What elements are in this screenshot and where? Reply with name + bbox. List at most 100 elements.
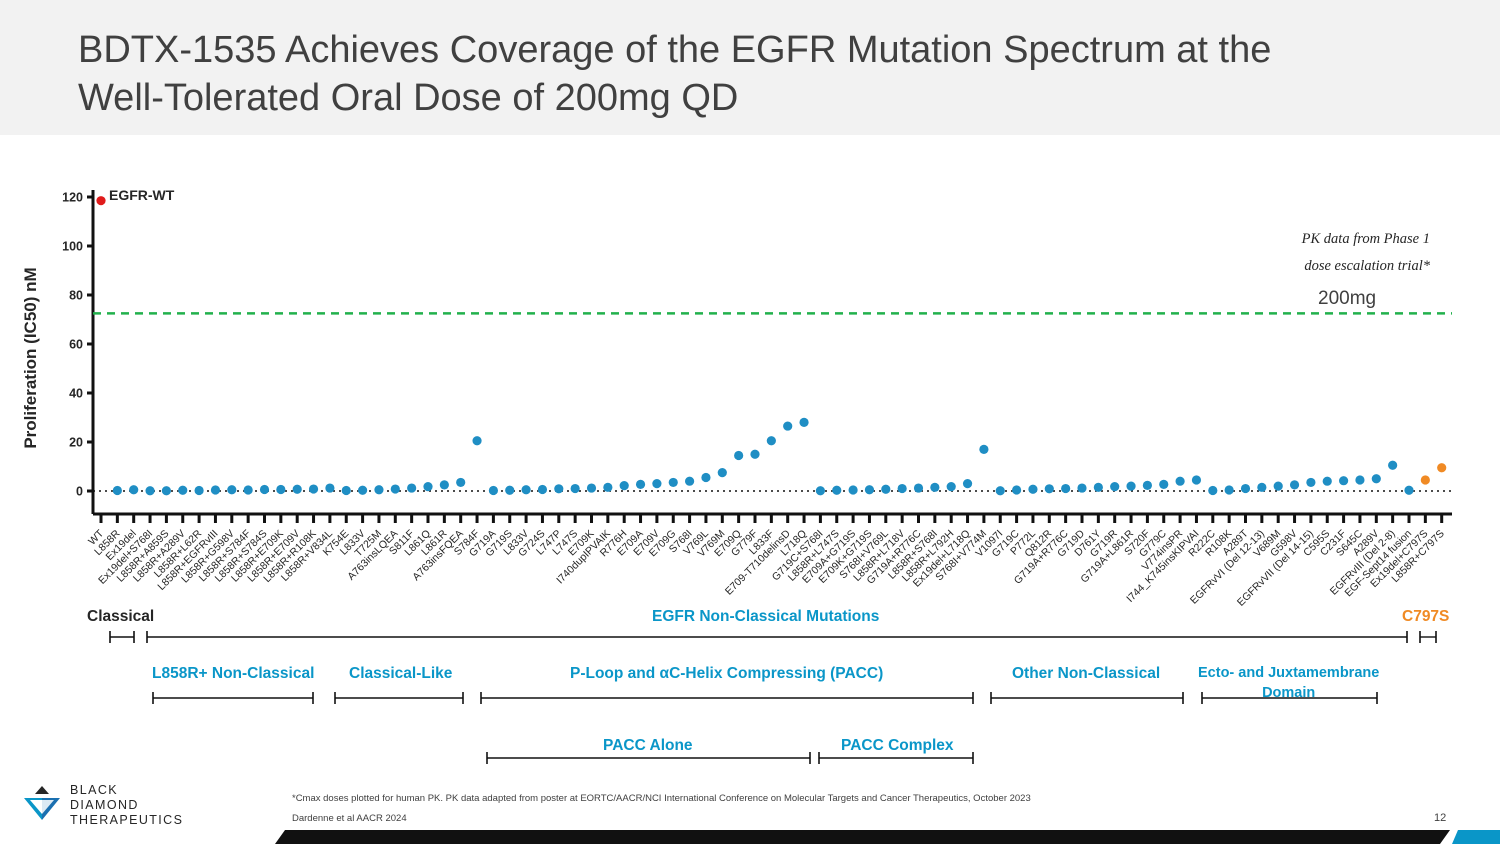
y-tick-label: 40 (69, 387, 83, 401)
y-tick-label: 60 (69, 338, 83, 352)
slide-title: BDTX-1535 Achieves Coverage of the EGFR … (78, 26, 1378, 122)
company-logo-text: BLACK DIAMOND THERAPEUTICS (70, 783, 183, 828)
data-point (178, 485, 188, 495)
data-point (554, 484, 564, 494)
data-point (1110, 481, 1120, 492)
header-band (0, 0, 1500, 135)
data-point (668, 477, 678, 488)
data-point (815, 486, 826, 496)
data-point (1208, 485, 1218, 496)
group-brackets (109, 631, 1437, 764)
pk-note: PK data from Phase 1 dose escalation tri… (1198, 226, 1430, 280)
data-point (439, 480, 449, 490)
x-axis-labels: WTL858REx19delEx19del+S768IL858R+A859SL8… (86, 527, 1447, 609)
data-point (390, 484, 400, 494)
data-point (1077, 483, 1087, 493)
data-point (1257, 482, 1267, 492)
data-point (1388, 460, 1398, 470)
data-point (358, 485, 368, 495)
y-axis-label: Proliferation (IC50) nM (21, 267, 40, 449)
data-point (472, 436, 482, 446)
data-point (766, 436, 776, 446)
black-diamond-logo-icon (24, 786, 60, 820)
page-number: 12 (1434, 812, 1447, 824)
data-point (897, 483, 907, 494)
group-label-classical: Classical (87, 608, 155, 625)
data-point (325, 483, 335, 493)
y-tick-label: 100 (62, 240, 83, 254)
group-label-c797s: C797S (1402, 608, 1450, 625)
y-tick-label: 80 (69, 289, 83, 303)
group-label-pacc: P-Loop and αC-Helix Compressing (PACC) (570, 665, 884, 682)
slide-title-line-1: BDTX-1535 Achieves Coverage of the EGFR … (78, 29, 1272, 71)
data-point (488, 485, 498, 496)
data-point (456, 477, 466, 488)
data-point (1306, 477, 1316, 488)
data-point (129, 485, 139, 495)
data-point (145, 486, 155, 496)
data-point (1224, 485, 1234, 495)
y-tick-label: 0 (76, 485, 83, 499)
data-point (635, 479, 646, 489)
data-point (423, 481, 433, 492)
data-point (243, 485, 253, 495)
y-axis-ticks: 0 20 40 60 80 100 120 (62, 191, 93, 499)
data-point (1191, 475, 1202, 485)
footer-bar (275, 830, 1500, 844)
footnote: *Cmax doses plotted for human PK. PK dat… (292, 793, 1031, 804)
group-label-ecto-juxtamembrane: Ecto- and Juxtamembrane Domain (1198, 663, 1379, 703)
data-point (341, 485, 351, 496)
data-point (1437, 463, 1447, 473)
data-point (505, 485, 515, 495)
group-label-non-classical: EGFR Non-Classical Mutations (652, 608, 880, 625)
data-point (701, 472, 711, 483)
ecto-label-line-2: Domain (1262, 685, 1316, 701)
data-point (1012, 485, 1022, 495)
data-point (1322, 476, 1332, 486)
y-tick-label: 120 (62, 191, 83, 205)
data-point (1420, 475, 1430, 485)
group-label-other-non-classical: Other Non-Classical (1012, 665, 1161, 682)
data-point (1404, 485, 1414, 495)
data-point (161, 486, 171, 496)
data-points (96, 196, 1447, 496)
data-point (227, 485, 237, 495)
data-point (537, 484, 548, 495)
data-point (1028, 484, 1038, 494)
data-point (832, 485, 842, 495)
data-point (962, 479, 973, 489)
data-point (603, 482, 613, 492)
data-point (259, 484, 270, 495)
egfr-wt-annotation: EGFR-WT (109, 187, 175, 203)
data-point (864, 485, 875, 495)
data-point (685, 476, 695, 486)
data-point (96, 196, 106, 206)
data-point (1339, 476, 1349, 486)
data-point (292, 484, 302, 494)
data-point (1061, 483, 1071, 494)
data-point (1093, 482, 1103, 492)
citation: Dardenne et al AACR 2024 (292, 813, 407, 824)
data-point (570, 483, 580, 494)
data-point (1273, 481, 1283, 491)
x-axis-ticks (99, 514, 1444, 523)
data-point (979, 444, 989, 454)
data-point (521, 485, 531, 495)
data-point (717, 468, 727, 478)
logo-line-1: BLACK (70, 783, 118, 797)
logo-line-2: DIAMOND (70, 798, 139, 812)
y-tick-label: 20 (69, 436, 83, 450)
data-point (913, 483, 924, 493)
data-point (1142, 480, 1152, 490)
group-label-pacc-complex: PACC Complex (841, 737, 954, 754)
data-point (374, 485, 384, 495)
data-point (946, 481, 956, 492)
data-point (783, 421, 793, 431)
data-point (652, 479, 662, 489)
data-point (112, 485, 122, 496)
data-point (1355, 475, 1365, 485)
data-point (930, 482, 940, 492)
ecto-label-line-1: Ecto- and Juxtamembrane (1198, 665, 1380, 681)
data-point (407, 483, 417, 493)
